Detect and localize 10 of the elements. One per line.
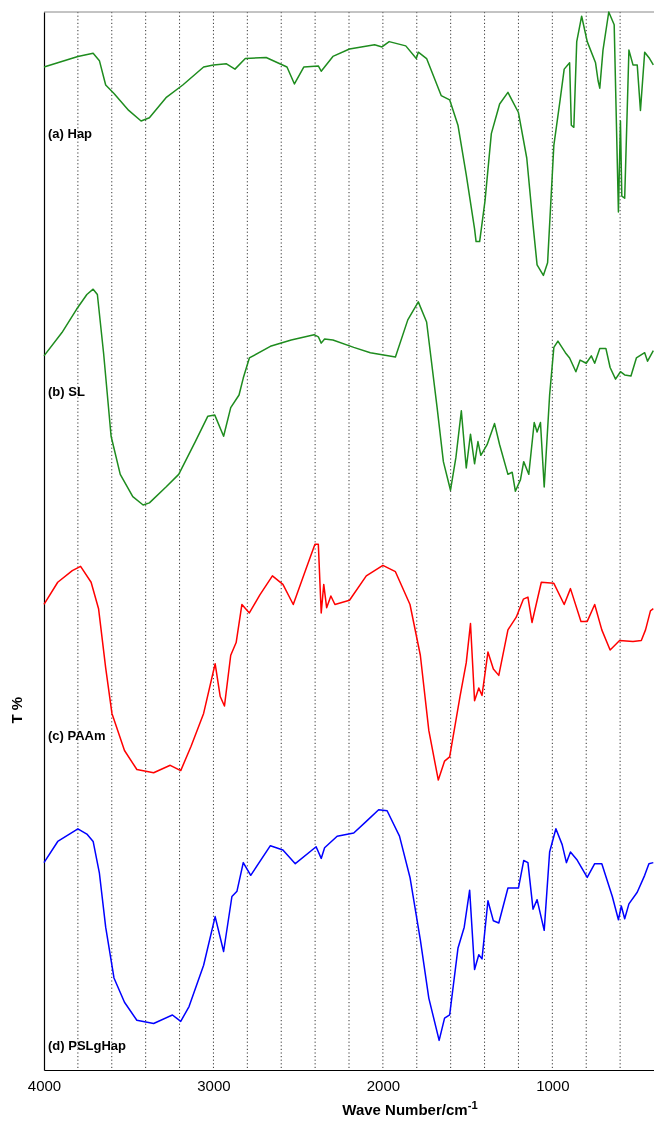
x-tick-label: 4000	[27, 1076, 62, 1094]
x-tick-label: 2000	[366, 1076, 401, 1094]
x-tick-label: 1000	[536, 1076, 570, 1094]
text: (a) Hap	[48, 126, 93, 142]
x-tick-label: 3000	[197, 1076, 231, 1094]
x-axis-title: Wave Number/cm$^{-1}$	[342, 1099, 478, 1118]
series-label: (c) PAAm	[48, 728, 106, 744]
series-label: (d) PSLgHap	[48, 1037, 127, 1053]
series-label: (b) SL	[48, 383, 85, 399]
y-axis-title: T %	[8, 696, 25, 724]
